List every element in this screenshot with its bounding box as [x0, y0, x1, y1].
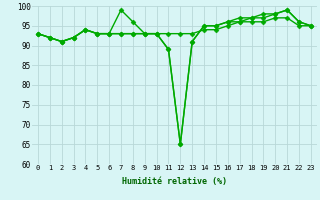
X-axis label: Humidité relative (%): Humidité relative (%) [122, 177, 227, 186]
